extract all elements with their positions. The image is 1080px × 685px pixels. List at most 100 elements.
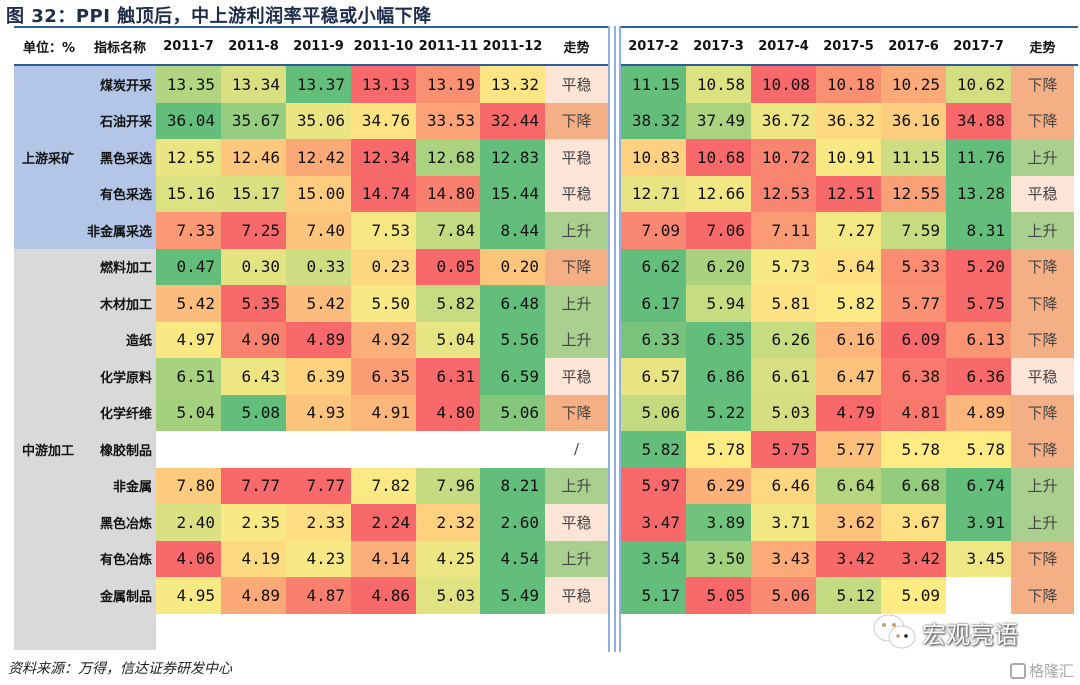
data-cell: 7.33 <box>156 212 221 249</box>
data-cell: 6.48 <box>480 285 545 322</box>
data-cell: 7.40 <box>286 212 351 249</box>
top-rule <box>620 26 1078 28</box>
header-period: 2011-8 <box>228 38 279 54</box>
indicator-name: 有色采选 <box>99 188 152 204</box>
data-cell: 5.22 <box>686 394 751 431</box>
trend-cell: / <box>545 431 608 468</box>
indicator-name: 煤炭开采 <box>99 78 152 94</box>
data-cell: 15.17 <box>221 175 286 212</box>
indicator-name: 化学原料 <box>99 370 152 386</box>
header-rule <box>14 64 608 66</box>
data-cell: 13.13 <box>351 66 416 103</box>
data-cell: 7.77 <box>221 467 286 504</box>
data-cell: 4.54 <box>480 540 545 577</box>
data-cell: 0.20 <box>480 248 545 285</box>
data-cell <box>286 431 351 468</box>
data-cell: 4.81 <box>881 394 946 431</box>
header-period: 2017-6 <box>888 38 939 54</box>
data-cell: 3.67 <box>881 504 946 541</box>
data-cell: 5.20 <box>946 248 1011 285</box>
data-cell: 6.35 <box>351 358 416 395</box>
data-cell: 12.71 <box>621 175 686 212</box>
wechat-icon <box>873 614 916 649</box>
data-cell: 5.49 <box>480 577 545 614</box>
data-cell: 0.05 <box>416 248 481 285</box>
data-cell: 7.09 <box>621 212 686 249</box>
data-cell: 6.64 <box>816 467 881 504</box>
data-cell: 34.88 <box>946 102 1011 139</box>
data-cell: 5.82 <box>416 285 481 322</box>
data-cell: 10.68 <box>686 139 751 176</box>
data-cell: 14.80 <box>416 175 481 212</box>
data-cell: 5.50 <box>351 285 416 322</box>
data-cell <box>156 431 221 468</box>
trend-cell: 下降 <box>1011 66 1074 103</box>
data-cell: 3.42 <box>816 540 881 577</box>
indicator-name: 非金属 <box>112 480 152 496</box>
watermark-text: 宏观亮语 <box>922 620 1018 649</box>
data-cell: 12.53 <box>751 175 816 212</box>
trend-cell: 平稳 <box>545 66 608 103</box>
data-cell: 5.06 <box>480 394 545 431</box>
data-cell: 10.72 <box>751 139 816 176</box>
data-cell: 5.78 <box>946 431 1011 468</box>
data-cell: 5.04 <box>416 321 481 358</box>
data-cell: 5.04 <box>156 394 221 431</box>
data-cell: 5.12 <box>816 577 881 614</box>
data-cell: 7.06 <box>686 212 751 249</box>
data-cell <box>351 431 416 468</box>
data-cell: 7.25 <box>221 212 286 249</box>
indicator-name: 金属制品 <box>99 589 152 605</box>
logo-text: 格隆汇 <box>1029 662 1075 680</box>
data-cell: 15.44 <box>480 175 545 212</box>
data-cell: 5.03 <box>751 394 816 431</box>
data-cell: 6.61 <box>751 358 816 395</box>
trend-cell: 下降 <box>545 248 608 285</box>
data-cell: 34.76 <box>351 102 416 139</box>
data-cell <box>221 431 286 468</box>
data-cell: 7.53 <box>351 212 416 249</box>
trend-cell: 上升 <box>545 540 608 577</box>
indicator-name: 黑色采选 <box>99 151 152 167</box>
data-cell: 5.33 <box>881 248 946 285</box>
data-cell: 4.93 <box>286 394 351 431</box>
data-cell: 4.89 <box>286 321 351 358</box>
data-cell: 6.36 <box>946 358 1011 395</box>
data-cell: 5.77 <box>816 431 881 468</box>
data-cell: 6.17 <box>621 285 686 322</box>
data-cell: 7.27 <box>816 212 881 249</box>
data-cell: 13.19 <box>416 66 481 103</box>
source-note: 资料来源：万得，信达证券研发中心 <box>8 661 232 677</box>
indicator-name: 橡胶制品 <box>99 443 152 459</box>
data-cell: 4.79 <box>816 394 881 431</box>
header-indicator: 指标名称 <box>93 40 146 56</box>
data-cell: 10.62 <box>946 66 1011 103</box>
header-trend: 走势 <box>563 40 590 56</box>
data-cell: 3.71 <box>751 504 816 541</box>
data-cell: 11.15 <box>881 139 946 176</box>
data-cell: 11.76 <box>946 139 1011 176</box>
data-cell: 5.78 <box>686 431 751 468</box>
data-cell: 12.46 <box>221 139 286 176</box>
data-cell: 6.74 <box>946 467 1011 504</box>
indicator-name: 造纸 <box>125 334 152 350</box>
indicator-name: 有色冶炼 <box>99 553 152 569</box>
data-cell: 10.91 <box>816 139 881 176</box>
data-cell: 3.89 <box>686 504 751 541</box>
section-divider <box>608 26 610 652</box>
data-cell: 2.24 <box>351 504 416 541</box>
data-cell: 5.08 <box>221 394 286 431</box>
data-cell: 12.51 <box>816 175 881 212</box>
data-cell: 13.34 <box>221 66 286 103</box>
data-cell: 4.92 <box>351 321 416 358</box>
data-cell: 12.55 <box>881 175 946 212</box>
logo: 格隆汇 <box>1010 660 1074 681</box>
data-cell: 4.25 <box>416 540 481 577</box>
data-cell: 6.16 <box>816 321 881 358</box>
trend-cell: 平稳 <box>545 175 608 212</box>
data-cell: 5.35 <box>221 285 286 322</box>
data-cell: 10.83 <box>621 139 686 176</box>
data-cell: 12.55 <box>156 139 221 176</box>
data-cell: 5.56 <box>480 321 545 358</box>
data-cell: 13.32 <box>480 66 545 103</box>
